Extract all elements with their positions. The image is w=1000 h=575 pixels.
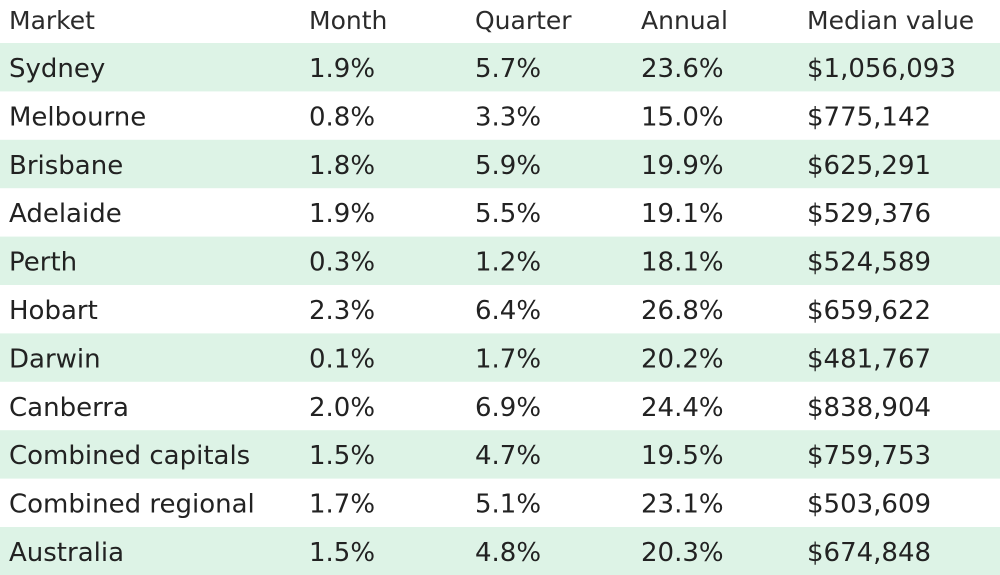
- table-cell: $481,767: [807, 344, 931, 374]
- table-cell: $775,142: [807, 102, 931, 132]
- table-cell: 4.8%: [475, 538, 541, 568]
- table-cell: 1.7%: [309, 490, 375, 520]
- table-row: Brisbane 1.8% 5.9% 19.9% $625,291: [9, 151, 931, 181]
- table-cell: 1.5%: [309, 441, 375, 471]
- table-cell: 0.8%: [309, 102, 375, 132]
- table-row: Canberra 2.0% 6.9% 24.4% $838,904: [9, 393, 931, 423]
- table-row: Perth 0.3% 1.2% 18.1% $524,589: [9, 248, 931, 278]
- table-cell: $659,622: [807, 296, 931, 326]
- row-stripe: [0, 527, 1000, 575]
- table-cell: 19.5%: [641, 441, 724, 471]
- table-cell: 1.8%: [309, 151, 375, 181]
- table-cell: 4.7%: [475, 441, 541, 471]
- table-cell: Melbourne: [9, 102, 146, 132]
- table-cell: $838,904: [807, 393, 931, 423]
- table-cell: 1.5%: [309, 538, 375, 568]
- table-cell: Combined capitals: [9, 441, 250, 471]
- table-cell: Perth: [9, 248, 77, 278]
- table-row: Darwin 0.1% 1.7% 20.2% $481,767: [9, 344, 931, 374]
- row-stripe: [0, 430, 1000, 479]
- table-cell: 6.4%: [475, 296, 541, 326]
- table-cell: Adelaide: [9, 199, 122, 229]
- table-cell: Combined regional: [9, 490, 255, 520]
- table-cell: $625,291: [807, 151, 931, 181]
- table-cell: 5.7%: [475, 54, 541, 84]
- table-cell: 5.9%: [475, 151, 541, 181]
- table-cell: $674,848: [807, 538, 931, 568]
- row-stripe: [0, 43, 1000, 92]
- table-header: Market Month Quarter Annual Median value: [9, 6, 974, 35]
- table-cell: 2.0%: [309, 393, 375, 423]
- table-cell: Australia: [9, 538, 124, 568]
- table-cell: 23.6%: [641, 54, 724, 84]
- header-cell-month: Month: [309, 6, 387, 35]
- table-cell: 23.1%: [641, 490, 724, 520]
- table-cell: 0.3%: [309, 248, 375, 278]
- table-cell: 18.1%: [641, 248, 724, 278]
- table-cell: 5.5%: [475, 199, 541, 229]
- table-cell: 26.8%: [641, 296, 724, 326]
- table-cell: $759,753: [807, 441, 931, 471]
- table-cell: Brisbane: [9, 151, 123, 181]
- header-cell-quarter: Quarter: [475, 6, 572, 35]
- table-cell: $524,589: [807, 248, 931, 278]
- table-cell: 24.4%: [641, 393, 724, 423]
- table-cell: 1.7%: [475, 344, 541, 374]
- table-cell: Darwin: [9, 344, 101, 374]
- table-cell: 3.3%: [475, 102, 541, 132]
- table-row: Hobart 2.3% 6.4% 26.8% $659,622: [9, 296, 931, 326]
- table-cell: 19.9%: [641, 151, 724, 181]
- table-cell: 6.9%: [475, 393, 541, 423]
- table-cell: 1.9%: [309, 54, 375, 84]
- table-cell: Canberra: [9, 393, 129, 423]
- table-cell: $529,376: [807, 199, 931, 229]
- table-row: Australia 1.5% 4.8% 20.3% $674,848: [9, 538, 931, 568]
- row-stripes: [0, 43, 1000, 575]
- table-cell: 0.1%: [309, 344, 375, 374]
- table-row: Sydney 1.9% 5.7% 23.6% $1,056,093: [9, 54, 956, 84]
- table-cell: $503,609: [807, 490, 931, 520]
- table-cell: 15.0%: [641, 102, 724, 132]
- table-row: Adelaide 1.9% 5.5% 19.1% $529,376: [9, 199, 931, 229]
- table-cell: 5.1%: [475, 490, 541, 520]
- table-cell: 20.3%: [641, 538, 724, 568]
- header-cell-market: Market: [9, 6, 95, 35]
- row-stripe: [0, 139, 1000, 189]
- row-stripe: [0, 333, 1000, 382]
- table-cell: 2.3%: [309, 296, 375, 326]
- table-cell: $1,056,093: [807, 54, 956, 84]
- table-cell: 1.9%: [309, 199, 375, 229]
- header-cell-median-value: Median value: [807, 6, 974, 35]
- row-stripe: [0, 236, 1000, 285]
- table-row: Combined regional 1.7% 5.1% 23.1% $503,609: [9, 490, 931, 520]
- table-row: Combined capitals 1.5% 4.7% 19.5% $759,753: [9, 441, 931, 471]
- table-body: Sydney 1.9% 5.7% 23.6% $1,056,093 Melbourne 0.…: [9, 54, 956, 568]
- table-cell: 19.1%: [641, 199, 724, 229]
- table-cell: Hobart: [9, 296, 98, 326]
- table-cell: Sydney: [9, 54, 105, 84]
- table-cell: 20.2%: [641, 344, 724, 374]
- header-cell-annual: Annual: [641, 6, 728, 35]
- table-cell: 1.2%: [475, 248, 541, 278]
- table-row: Melbourne 0.8% 3.3% 15.0% $775,142: [9, 102, 931, 132]
